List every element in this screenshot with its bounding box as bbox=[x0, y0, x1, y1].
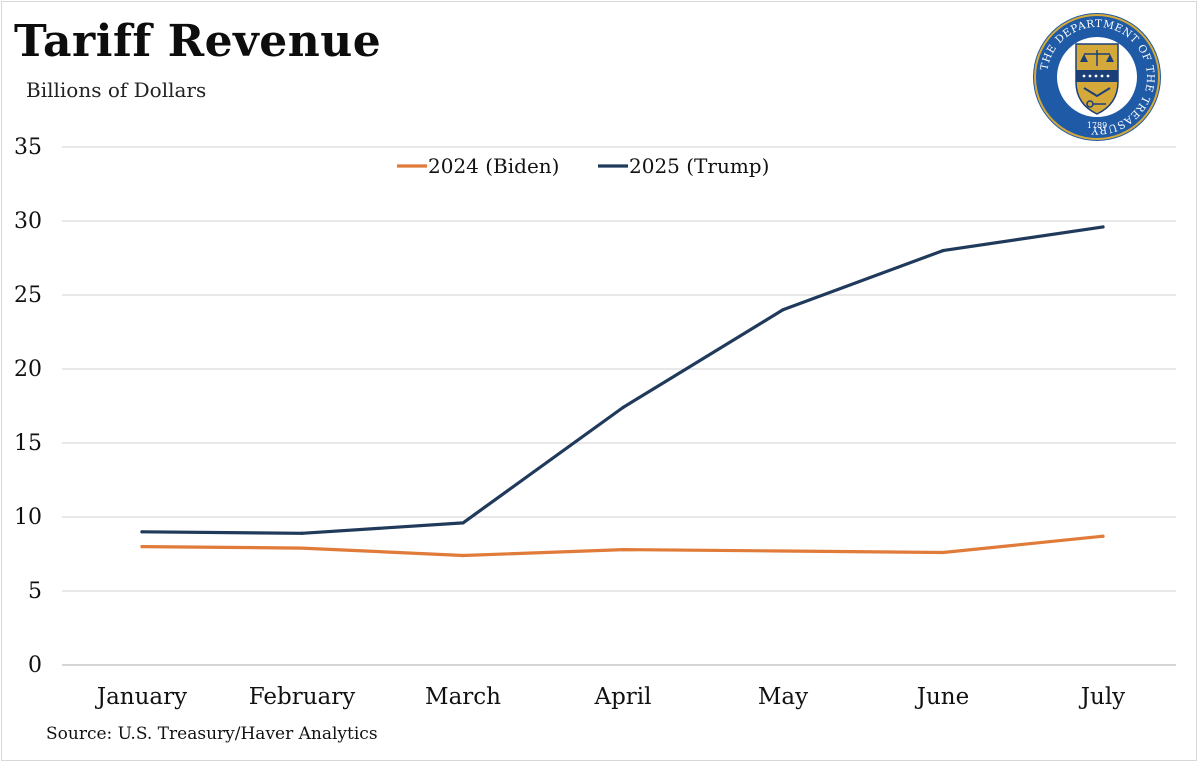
y-tick-label: 30 bbox=[14, 209, 42, 234]
x-tick-label: February bbox=[249, 684, 356, 710]
y-tick-label: 35 bbox=[14, 135, 42, 160]
gridlines bbox=[62, 146, 1176, 666]
x-tick-label: April bbox=[593, 684, 651, 710]
x-tick-label: January bbox=[95, 684, 187, 710]
shield-icon bbox=[1075, 43, 1119, 115]
y-tick-label: 15 bbox=[14, 431, 42, 456]
y-tick-label: 5 bbox=[28, 579, 42, 604]
data-point bbox=[300, 546, 304, 550]
x-axis-ticks: January February March April May June July bbox=[95, 684, 1125, 710]
series-line-0 bbox=[140, 534, 1105, 558]
data-point bbox=[781, 549, 785, 553]
data-point bbox=[461, 553, 465, 558]
y-tick-label: 20 bbox=[14, 357, 42, 382]
y-tick-label: 25 bbox=[14, 283, 42, 308]
data-point bbox=[941, 550, 945, 555]
x-tick-label: May bbox=[758, 684, 808, 710]
legend-label: 2025 (Trump) bbox=[629, 154, 769, 178]
seal-gold-border bbox=[1034, 14, 1160, 140]
series-lines bbox=[140, 225, 1105, 558]
data-point bbox=[140, 545, 144, 549]
x-tick-label: March bbox=[425, 684, 501, 710]
data-point bbox=[140, 530, 144, 534]
data-point bbox=[1101, 534, 1105, 538]
series-line-1 bbox=[140, 225, 1105, 535]
data-point bbox=[300, 531, 304, 535]
data-point bbox=[461, 521, 465, 525]
legend: 2024 (Biden) 2025 (Trump) bbox=[397, 154, 769, 178]
seal-year: 1789 bbox=[1087, 121, 1107, 130]
legend-label: 2024 (Biden) bbox=[428, 154, 559, 178]
x-tick-label: June bbox=[915, 684, 969, 710]
x-tick-label: July bbox=[1079, 684, 1125, 710]
data-point bbox=[941, 249, 945, 253]
y-axis-ticks: 0 5 10 15 20 25 30 35 bbox=[14, 135, 42, 678]
source-note: Source: U.S. Treasury/Haver Analytics bbox=[46, 724, 378, 744]
data-point bbox=[781, 308, 785, 312]
y-tick-label: 0 bbox=[28, 653, 42, 678]
data-point bbox=[1101, 225, 1105, 229]
y-axis-unit-label: Billions of Dollars bbox=[26, 78, 207, 102]
chart-title: Tariff Revenue bbox=[14, 16, 382, 67]
data-point bbox=[621, 405, 625, 410]
data-point bbox=[621, 547, 625, 552]
y-tick-label: 10 bbox=[14, 505, 42, 530]
treasury-seal-logo: THE DEPARTMENT OF THE TREASURY 1789 bbox=[1032, 12, 1162, 142]
